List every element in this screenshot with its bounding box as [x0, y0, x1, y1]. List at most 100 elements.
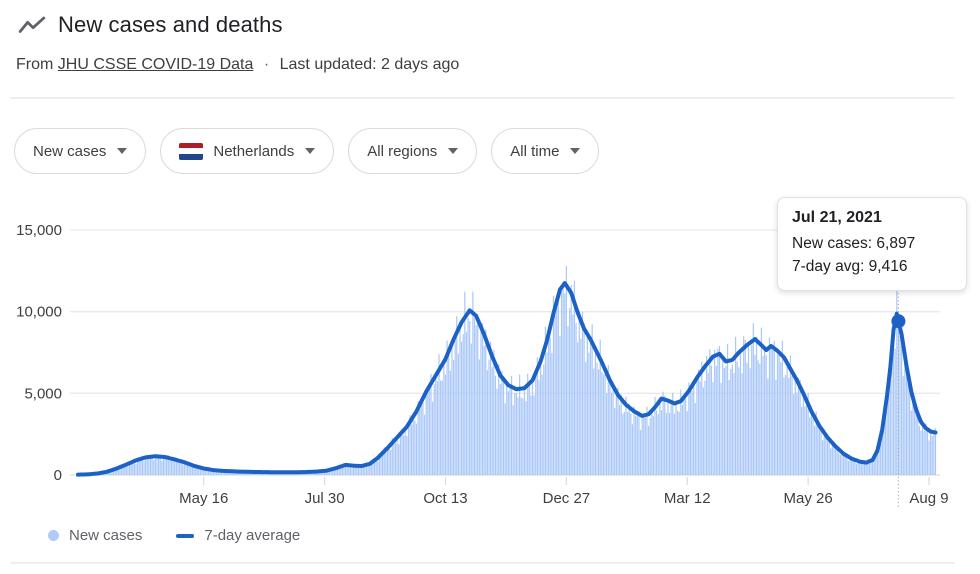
country-dropdown-label: Netherlands — [213, 142, 295, 160]
avg-line-swatch-icon — [176, 533, 195, 538]
y-axis-label: 15,000 — [16, 222, 62, 239]
daily-cases-bar — [888, 366, 890, 475]
daily-cases-bar — [357, 464, 360, 475]
daily-cases-bar — [130, 462, 132, 475]
daily-cases-bar — [588, 352, 590, 475]
daily-cases-bar — [656, 410, 658, 475]
daily-cases-bar — [122, 466, 124, 475]
daily-cases-bar — [733, 373, 735, 475]
daily-cases-bar — [377, 461, 379, 475]
daily-cases-bar — [420, 399, 422, 475]
daily-cases-bar — [830, 448, 832, 475]
daily-cases-bar — [391, 438, 393, 475]
daily-cases-bar — [382, 454, 384, 475]
daily-cases-bar — [659, 399, 661, 475]
daily-cases-bar — [544, 326, 547, 475]
daily-cases-bar — [530, 395, 532, 475]
daily-cases-bar — [696, 378, 698, 475]
daily-cases-bar — [838, 453, 840, 475]
daily-cases-bar — [174, 461, 176, 475]
daily-cases-bar — [817, 425, 819, 475]
daily-cases-bar — [145, 459, 147, 475]
daily-cases-bar — [156, 458, 158, 475]
daily-cases-bar — [894, 348, 896, 475]
region-dropdown[interactable]: All regions — [348, 128, 478, 174]
daily-cases-bar — [873, 459, 875, 475]
daily-cases-bar — [441, 380, 443, 475]
daily-cases-bar — [702, 387, 704, 475]
daily-cases-bar — [428, 388, 430, 475]
daily-cases-bar — [446, 340, 448, 475]
daily-cases-bar — [801, 406, 803, 475]
cases-chart[interactable]: 0 5,000 10,000 15,000 May 16 Jul 30 Oct 13 Dec … — [0, 200, 980, 530]
daily-cases-bar — [675, 403, 677, 475]
daily-cases-bar — [920, 430, 922, 475]
source-link[interactable]: JHU CSSE COVID-19 Data — [57, 56, 254, 73]
daily-cases-bar — [216, 471, 218, 475]
y-axis-label: 10,000 — [16, 304, 62, 321]
daily-cases-bar — [577, 342, 579, 475]
daily-cases-bar — [124, 465, 126, 475]
daily-cases-bar — [609, 378, 611, 475]
daily-cases-bar — [512, 405, 514, 475]
x-axis-label: Oct 13 — [423, 490, 467, 507]
daily-cases-bar — [378, 456, 381, 475]
legend-item-7day-average: 7-day average — [176, 527, 300, 544]
daily-cases-bar — [620, 394, 622, 475]
daily-cases-bar — [770, 348, 772, 475]
daily-cases-bar — [164, 458, 166, 475]
daily-cases-bar — [407, 428, 410, 475]
daily-cases-bar — [349, 464, 351, 475]
daily-cases-bar — [214, 469, 216, 475]
daily-cases-bar — [826, 441, 829, 475]
daily-cases-bar — [132, 462, 134, 475]
daily-cases-bar — [667, 399, 669, 475]
daily-cases-bar — [776, 354, 779, 475]
daily-cases-bar — [707, 372, 709, 475]
daily-cases-bar — [930, 430, 932, 475]
daily-cases-bar — [934, 428, 937, 475]
daily-cases-bar — [538, 380, 540, 475]
daily-cases-bar — [169, 460, 171, 475]
metric-dropdown[interactable]: New cases — [14, 128, 147, 174]
daily-cases-bar — [185, 462, 187, 475]
daily-cases-bar — [921, 420, 924, 475]
line-chart-icon — [18, 16, 46, 33]
daily-cases-bar — [931, 435, 933, 475]
daily-cases-bar — [652, 416, 655, 475]
daily-cases-bar — [172, 459, 174, 475]
daily-cases-bar — [764, 346, 766, 475]
daily-cases-bar — [159, 455, 161, 475]
daily-cases-bar — [562, 281, 564, 475]
daily-cases-bar — [810, 414, 812, 475]
daily-cases-bar — [228, 471, 231, 475]
time-range-dropdown[interactable]: All time — [491, 128, 600, 174]
tooltip-avg: 7-day avg: 9,416 — [792, 258, 908, 275]
daily-cases-bar — [325, 471, 327, 475]
daily-cases-bar — [881, 436, 883, 475]
daily-cases-bar — [715, 365, 717, 475]
daily-cases-bar — [617, 387, 619, 475]
x-axis-label: Mar 12 — [664, 490, 711, 507]
daily-cases-bar — [751, 345, 753, 475]
daily-cases-bar — [804, 406, 806, 475]
daily-cases-bar — [743, 336, 745, 475]
daily-cases-bar — [693, 379, 695, 475]
daily-cases-bar — [399, 431, 401, 475]
daily-cases-bar — [112, 468, 115, 475]
source-line: From JHU CSSE COVID-19 Data · Last updat… — [16, 56, 459, 74]
new-cases-swatch-icon — [48, 530, 59, 541]
country-dropdown[interactable]: Netherlands — [160, 128, 335, 174]
daily-cases-bar — [396, 437, 398, 475]
daily-cases-bar — [780, 362, 782, 475]
daily-cases-bar — [509, 386, 511, 475]
daily-cases-bar — [857, 461, 859, 475]
daily-cases-bar — [211, 469, 213, 475]
daily-cases-bar — [340, 466, 342, 475]
daily-cases-bar — [560, 284, 563, 475]
daily-cases-bar — [912, 402, 914, 475]
daily-cases-bar — [317, 472, 319, 475]
daily-cases-bar — [918, 425, 920, 475]
daily-cases-bar — [380, 456, 382, 475]
daily-cases-bar — [752, 323, 754, 475]
